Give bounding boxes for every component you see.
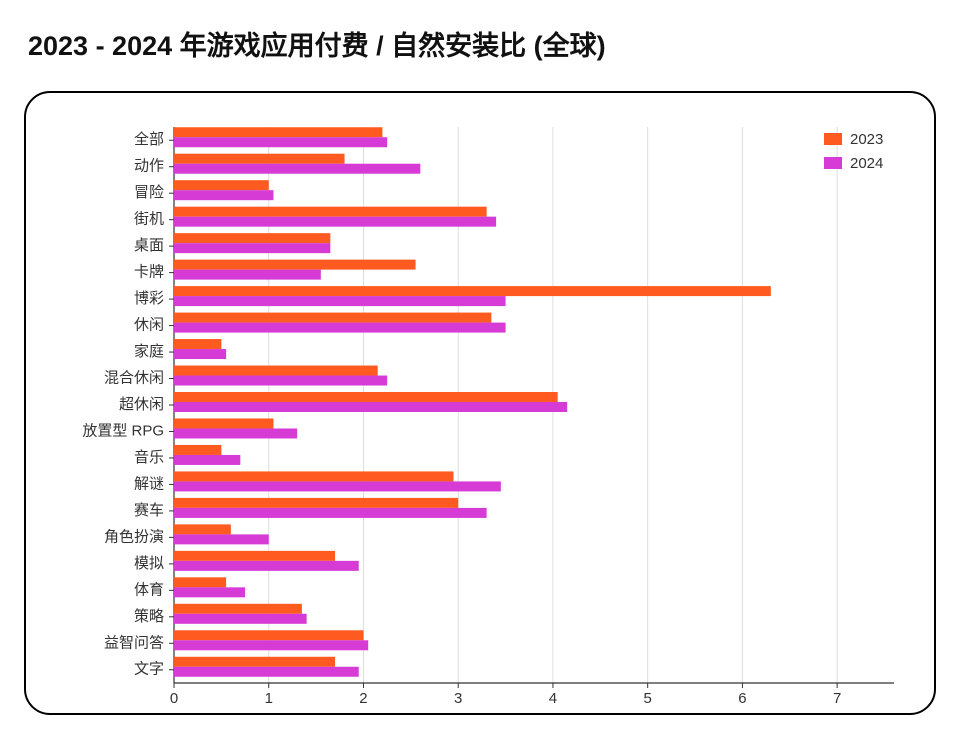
bar-2024 (174, 296, 506, 306)
category-label: 音乐 (134, 449, 164, 466)
legend-label: 2024 (850, 155, 883, 172)
bar-2023 (174, 313, 491, 323)
chart-frame: 0 1 2 3 4 5 6 7 全部动作冒险街机桌面卡牌博彩休闲家庭混合休闲超休闲放置型 RPG… (24, 91, 936, 715)
bar-2023 (174, 630, 363, 640)
legend-swatch (824, 133, 842, 145)
category-label: 放置型 RPG (82, 422, 164, 439)
category-label: 家庭 (134, 343, 164, 360)
category-label: 休闲 (134, 317, 164, 334)
bar-2023 (174, 392, 558, 402)
bar-2024 (174, 587, 245, 597)
category-label: 混合休闲 (104, 369, 164, 386)
bar-2023 (174, 127, 382, 137)
legend-swatch (824, 157, 842, 169)
chart-title: 2023 - 2024 年游戏应用付费 / 自然安装比 (全球) (28, 24, 936, 63)
category-label: 赛车 (134, 502, 164, 519)
category-label: 角色扮演 (104, 528, 164, 545)
bar-2023 (174, 498, 458, 508)
bar-2024 (174, 137, 387, 147)
bar-2023 (174, 180, 269, 190)
bar-2023 (174, 207, 487, 217)
bar-2024 (174, 217, 496, 227)
category-label: 卡牌 (134, 264, 164, 281)
bar-2024 (174, 164, 420, 174)
category-label: 策略 (134, 608, 164, 625)
bar-2023 (174, 260, 416, 270)
grouped-bar-chart: 0 1 2 3 4 5 6 7 全部动作冒险街机桌面卡牌博彩休闲家庭混合休闲超休闲放置型 RPG… (26, 93, 938, 717)
category-label: 街机 (134, 211, 164, 228)
bar-2023 (174, 577, 226, 587)
bar-2024 (174, 376, 387, 386)
bar-2023 (174, 551, 335, 561)
bar-2024 (174, 402, 567, 412)
bar-2023 (174, 471, 453, 481)
bar-2023 (174, 366, 378, 376)
bar-2024 (174, 243, 330, 253)
bar-2023 (174, 445, 221, 455)
bar-2023 (174, 286, 771, 296)
bar-2024 (174, 481, 501, 491)
bar-2024 (174, 534, 269, 544)
category-label: 博彩 (134, 290, 164, 307)
category-label: 动作 (134, 158, 164, 175)
x-tick-label: 1 (265, 690, 273, 707)
bar-2023 (174, 418, 273, 428)
bar-2024 (174, 561, 359, 571)
category-label: 桌面 (134, 237, 164, 254)
bar-2023 (174, 604, 302, 614)
x-tick-label: 3 (454, 690, 462, 707)
bar-2024 (174, 508, 487, 518)
x-tick-label: 6 (738, 690, 746, 707)
x-tick-label: 5 (644, 690, 652, 707)
bar-2023 (174, 524, 231, 534)
category-label: 冒险 (134, 184, 164, 201)
x-tick-label: 4 (549, 690, 557, 707)
x-tick-label: 2 (359, 690, 367, 707)
bar-2024 (174, 640, 368, 650)
category-label: 体育 (134, 581, 164, 598)
category-label: 益智问答 (104, 633, 164, 651)
bar-2024 (174, 614, 307, 624)
bar-2024 (174, 270, 321, 280)
category-label: 解谜 (134, 475, 164, 492)
bar-2024 (174, 667, 359, 677)
bar-2024 (174, 190, 273, 200)
category-label: 文字 (134, 661, 164, 678)
bar-2024 (174, 455, 240, 465)
legend-label: 2023 (850, 131, 883, 148)
x-tick-label: 0 (170, 690, 178, 707)
category-label: 全部 (134, 130, 164, 148)
category-label: 模拟 (134, 555, 164, 572)
x-tick-label: 7 (833, 690, 841, 707)
bar-2023 (174, 657, 335, 667)
bar-2023 (174, 154, 345, 164)
bar-2024 (174, 323, 506, 333)
bar-2024 (174, 349, 226, 359)
bar-2023 (174, 339, 221, 349)
category-label: 超休闲 (119, 396, 164, 413)
bar-2024 (174, 428, 297, 438)
bar-2023 (174, 233, 330, 243)
